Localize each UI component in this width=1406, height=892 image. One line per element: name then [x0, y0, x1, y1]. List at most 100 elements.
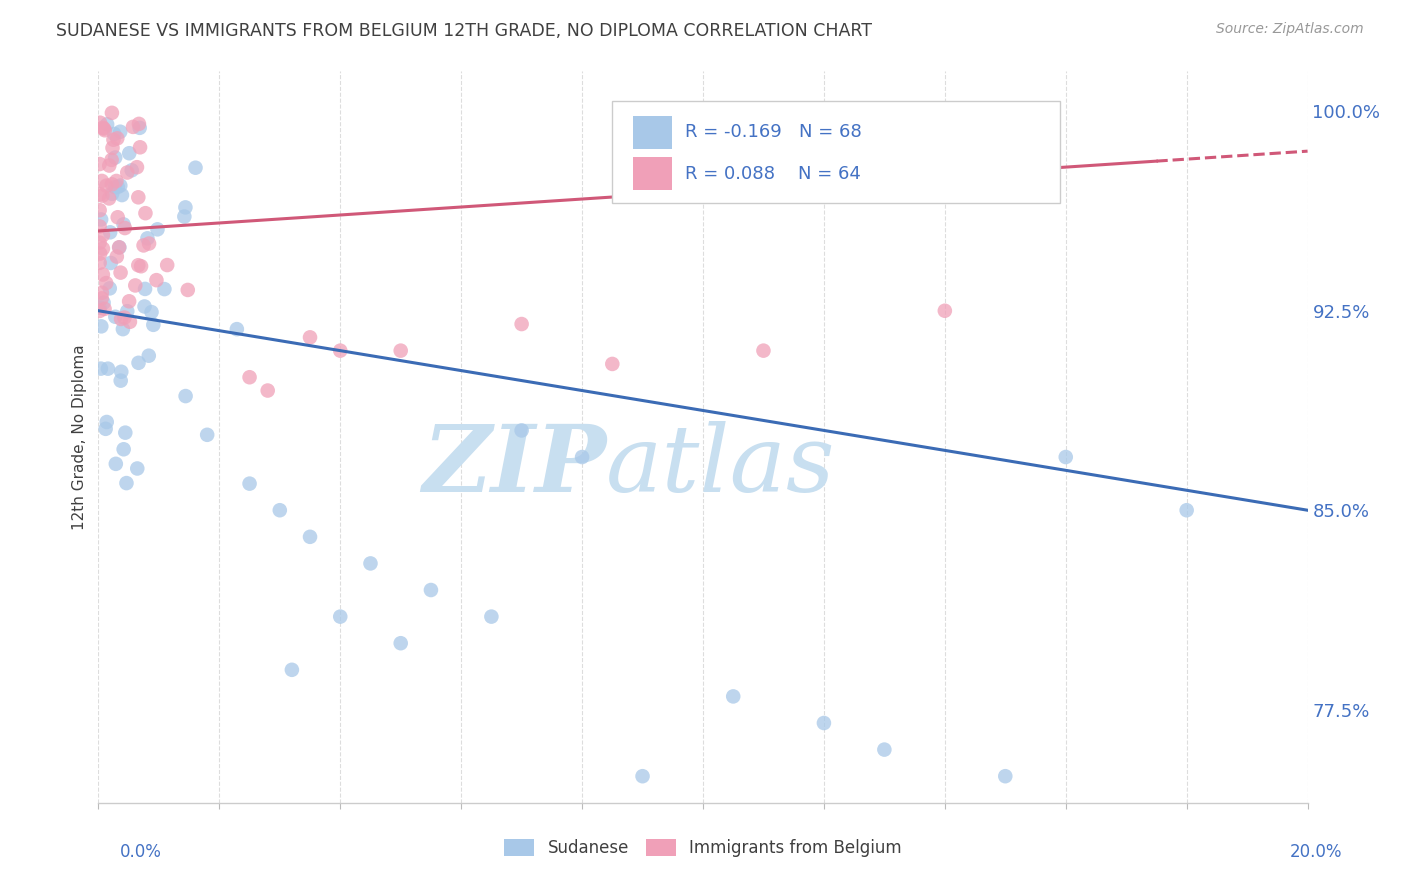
- Point: [225, 322, 247, 336]
- Point: [98, 191, 121, 205]
- Point: [994, 769, 1017, 783]
- Point: [117, 165, 139, 179]
- Point: [90, 285, 112, 300]
- Point: [104, 180, 127, 194]
- Point: [118, 315, 141, 329]
- Point: [112, 218, 135, 232]
- Point: [174, 389, 197, 403]
- Point: [299, 330, 322, 344]
- Point: [89, 187, 111, 202]
- Point: [91, 242, 114, 256]
- Point: [118, 146, 141, 161]
- Point: [105, 250, 128, 264]
- Point: [98, 281, 121, 295]
- Point: [132, 238, 155, 252]
- Text: SUDANESE VS IMMIGRANTS FROM BELGIUM 12TH GRADE, NO DIPLOMA CORRELATION CHART: SUDANESE VS IMMIGRANTS FROM BELGIUM 12TH…: [56, 22, 872, 40]
- Point: [111, 188, 134, 202]
- Point: [96, 178, 118, 193]
- Point: [138, 236, 160, 251]
- Point: [129, 140, 152, 154]
- Point: [329, 343, 352, 358]
- Point: [107, 180, 129, 194]
- Point: [94, 123, 117, 137]
- Point: [873, 742, 896, 756]
- Point: [146, 222, 169, 236]
- Point: [91, 188, 114, 202]
- Point: [134, 206, 156, 220]
- Point: [114, 310, 136, 325]
- Point: [90, 291, 112, 305]
- Point: [93, 295, 115, 310]
- Point: [91, 120, 114, 135]
- Point: [420, 582, 443, 597]
- Point: [93, 121, 115, 136]
- Point: [114, 221, 136, 235]
- Point: [101, 106, 124, 120]
- Point: [481, 609, 503, 624]
- Text: 20.0%: 20.0%: [1291, 843, 1343, 861]
- Point: [177, 283, 200, 297]
- Text: R = -0.169   N = 68: R = -0.169 N = 68: [685, 123, 862, 141]
- Legend: Sudanese, Immigrants from Belgium: Sudanese, Immigrants from Belgium: [498, 832, 908, 864]
- Point: [129, 259, 152, 273]
- Point: [117, 304, 139, 318]
- Point: [571, 450, 593, 464]
- Point: [98, 225, 121, 239]
- Point: [136, 231, 159, 245]
- Point: [94, 422, 117, 436]
- Point: [1175, 503, 1198, 517]
- FancyBboxPatch shape: [633, 157, 672, 190]
- Point: [110, 178, 132, 193]
- Point: [134, 300, 156, 314]
- Point: [103, 127, 125, 141]
- Point: [934, 303, 956, 318]
- Point: [360, 557, 382, 571]
- Point: [174, 200, 197, 214]
- Point: [173, 210, 195, 224]
- Point: [127, 190, 149, 204]
- Point: [389, 343, 412, 358]
- Text: 0.0%: 0.0%: [120, 843, 162, 861]
- Point: [105, 174, 128, 188]
- Point: [602, 357, 624, 371]
- Point: [110, 125, 132, 139]
- Point: [124, 278, 146, 293]
- Point: [142, 318, 165, 332]
- Point: [91, 228, 114, 243]
- Point: [98, 159, 121, 173]
- Point: [1054, 450, 1077, 464]
- Point: [103, 133, 125, 147]
- Point: [239, 370, 262, 384]
- Point: [108, 240, 131, 254]
- Point: [239, 476, 262, 491]
- Point: [299, 530, 322, 544]
- Point: [127, 258, 149, 272]
- Point: [510, 424, 533, 438]
- Text: atlas: atlas: [606, 421, 835, 511]
- Point: [105, 131, 128, 145]
- Point: [89, 157, 111, 171]
- Point: [112, 442, 135, 457]
- Point: [128, 117, 150, 131]
- Point: [281, 663, 304, 677]
- Point: [108, 240, 131, 254]
- Point: [100, 153, 122, 167]
- Point: [101, 141, 124, 155]
- Point: [110, 365, 132, 379]
- Point: [125, 160, 148, 174]
- Point: [631, 769, 654, 783]
- Point: [110, 374, 132, 388]
- Point: [96, 117, 118, 131]
- Point: [127, 461, 149, 475]
- Point: [104, 151, 127, 165]
- Point: [89, 301, 111, 315]
- Point: [510, 317, 533, 331]
- Point: [128, 356, 150, 370]
- Point: [256, 384, 278, 398]
- Point: [121, 163, 143, 178]
- Point: [96, 415, 118, 429]
- Text: R = 0.088    N = 64: R = 0.088 N = 64: [685, 165, 860, 183]
- Point: [100, 256, 122, 270]
- Point: [156, 258, 179, 272]
- Point: [90, 212, 112, 227]
